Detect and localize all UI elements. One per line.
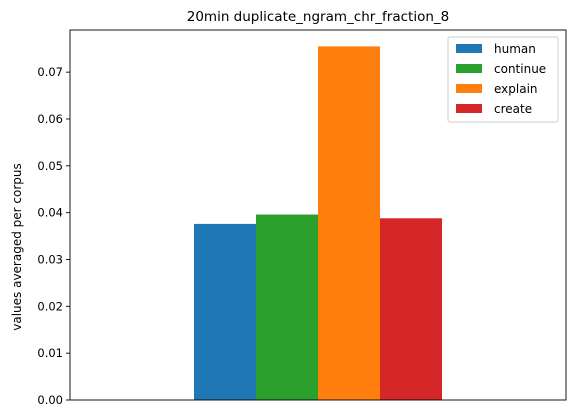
bars-group xyxy=(194,46,442,401)
y-tick-label: 0.02 xyxy=(37,299,63,313)
legend-swatch-continue xyxy=(456,64,482,73)
y-tick-label: 0.00 xyxy=(37,393,63,407)
y-axis: 0.00 0.01 0.02 0.03 0.04 0.05 0.06 0.07 xyxy=(37,65,70,407)
legend-swatch-create xyxy=(456,104,482,113)
y-tick-label: 0.04 xyxy=(37,206,63,220)
bar-create xyxy=(380,218,442,400)
legend-label-create: create xyxy=(494,102,532,116)
y-tick-label: 0.06 xyxy=(37,112,63,126)
bar-continue xyxy=(256,214,318,400)
legend-label-continue: continue xyxy=(494,62,546,76)
y-tick-label: 0.03 xyxy=(37,252,63,266)
bar-explain xyxy=(318,46,380,401)
plot-frame xyxy=(69,29,567,401)
chart-title: 20min duplicate_ngram_chr_fraction_8 xyxy=(187,9,450,25)
bar-human xyxy=(194,223,256,400)
legend-label-human: human xyxy=(494,42,536,56)
y-tick-label: 0.01 xyxy=(37,346,63,360)
legend-box xyxy=(447,36,559,123)
y-tick-label: 0.05 xyxy=(37,159,63,173)
legend: human continue explain create xyxy=(447,36,559,123)
y-tick-label: 0.07 xyxy=(37,65,63,79)
y-axis-label: values averaged per corpus xyxy=(10,163,24,331)
legend-swatch-human xyxy=(456,44,482,53)
legend-label-explain: explain xyxy=(494,82,538,96)
legend-swatch-explain xyxy=(456,84,482,93)
